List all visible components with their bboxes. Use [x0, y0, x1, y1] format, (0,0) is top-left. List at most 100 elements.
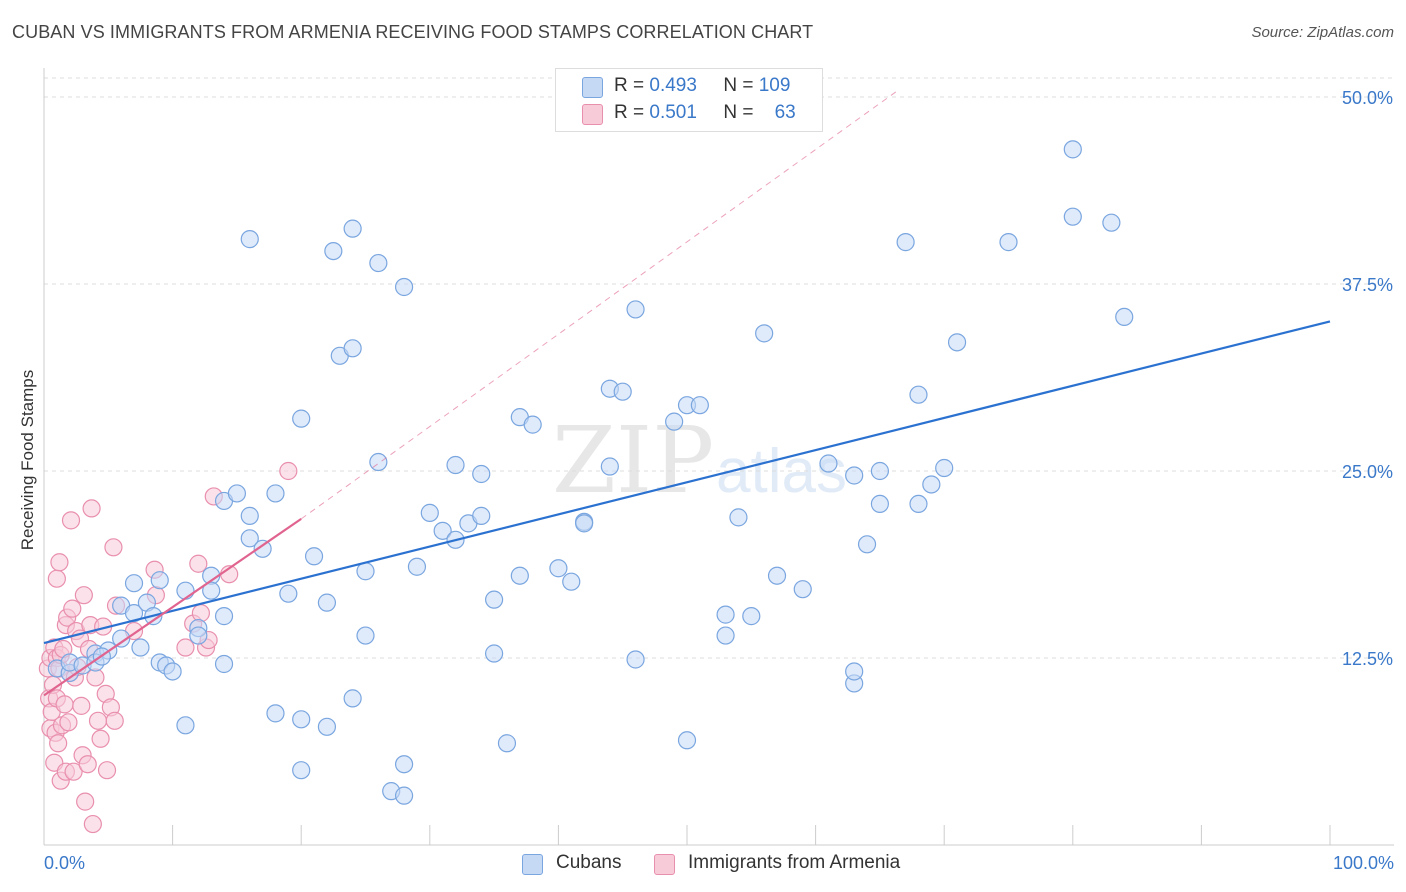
cubans-point: [369, 253, 388, 273]
cubans-point: [240, 230, 259, 249]
cubans-point: [870, 494, 890, 514]
cubans-point: [420, 503, 439, 522]
cubans-point: [176, 581, 195, 600]
cubans-point: [755, 324, 774, 343]
legend-r-label: R =: [614, 75, 645, 96]
cubans-point: [356, 562, 375, 581]
cubans-point: [394, 277, 414, 297]
cubans-point: [845, 662, 864, 681]
cubans-point: [343, 339, 362, 358]
source-label: Source: ZipAtlas.com: [1251, 24, 1394, 41]
cubans-point: [227, 484, 246, 503]
armenia-point: [88, 711, 108, 730]
cubans-point: [485, 644, 504, 663]
y-axis-label: Receiving Food Stamps: [18, 369, 37, 551]
chart-title: CUBAN VS IMMIGRANTS FROM ARMENIA RECEIVI…: [12, 22, 814, 42]
cubans-point: [304, 547, 324, 566]
cubans-point: [279, 584, 298, 603]
cubans-point: [549, 559, 568, 578]
cubans-point: [562, 572, 581, 591]
cubans-point: [324, 241, 343, 261]
cubans-point: [394, 755, 414, 774]
cubans-point: [202, 581, 221, 600]
cubans-point: [626, 300, 645, 319]
armenia-point: [61, 511, 81, 530]
cubans-point: [446, 455, 465, 475]
cubans-point: [729, 508, 748, 527]
armenia-point: [74, 586, 93, 605]
cubans-point: [716, 605, 735, 624]
armenia-point: [279, 461, 298, 481]
y-tick-label: 37.5%: [1342, 275, 1393, 295]
cubans-points: [47, 140, 1134, 805]
cubans-point: [150, 571, 169, 590]
armenia-point: [82, 499, 101, 518]
armenia-point: [64, 762, 83, 781]
cubans-point: [240, 506, 259, 525]
legend-n-label: N =: [723, 102, 754, 123]
cubans-point: [819, 454, 838, 473]
bottom-legend-label: Immigrants from Armenia: [688, 852, 901, 873]
legend-r-label: R =: [614, 102, 645, 123]
cubans-point: [214, 654, 234, 674]
cubans-point: [1063, 140, 1082, 159]
zip-atlas-watermark: ZIP atlas: [552, 407, 847, 514]
cubans-point: [857, 535, 877, 554]
armenia-point: [72, 696, 91, 715]
cubans-point: [343, 219, 362, 238]
y-tick-label: 50.0%: [1342, 88, 1393, 108]
bottom-legend-swatch-blue: [522, 854, 543, 875]
cubans-point: [600, 457, 619, 476]
cubans-point: [253, 539, 272, 558]
cubans-point: [613, 382, 632, 401]
cubans-point: [1063, 207, 1082, 226]
cubans-point: [896, 233, 915, 252]
cubans-point: [1115, 307, 1134, 327]
trend-lines: [43, 89, 1331, 697]
cubans-point: [131, 638, 150, 657]
cubans-point: [690, 396, 709, 415]
cubans-point: [485, 590, 504, 609]
cubans-point: [266, 484, 285, 503]
cubans-point: [317, 593, 337, 612]
cubans-point: [716, 626, 735, 645]
cubans-point: [575, 514, 594, 533]
y-tick-label: 25.0%: [1342, 462, 1393, 482]
armenia-point: [50, 553, 69, 572]
x-axis-ticks: [43, 825, 1331, 845]
armenia-point: [105, 711, 124, 730]
cubans-point: [292, 710, 311, 729]
bottom-legend-swatch-pink: [654, 854, 675, 875]
cubans-point: [1102, 213, 1121, 232]
armenia-point: [78, 755, 97, 774]
cubans-point: [497, 734, 517, 753]
cubans-point: [909, 385, 928, 404]
armenia-point: [76, 792, 95, 811]
cubans-point: [214, 607, 234, 626]
armenia-point: [97, 761, 117, 780]
cubans-point: [472, 464, 491, 484]
armenia-point: [47, 569, 66, 588]
armenia-trend-line: [43, 517, 302, 697]
cubans-trend-line: [43, 320, 1331, 645]
cubans-point: [909, 494, 928, 514]
cubans-point: [999, 233, 1018, 252]
cubans-point: [523, 415, 542, 434]
armenia-point: [49, 734, 68, 753]
legend-swatch-pink: [582, 104, 603, 125]
cubans-point: [266, 704, 285, 723]
cubans-point: [394, 786, 414, 805]
armenia-point: [59, 713, 78, 732]
y-tick-label: 12.5%: [1342, 649, 1393, 669]
cubans-point: [677, 731, 697, 750]
armenia-trend-extension: [300, 89, 900, 520]
cubans-point: [369, 452, 388, 472]
legend-n-value: 109: [758, 75, 791, 96]
cubans-point: [356, 626, 375, 645]
armenia-point: [189, 554, 208, 573]
armenia-point: [176, 638, 195, 657]
cubans-point: [472, 506, 491, 525]
armenia-point: [91, 729, 110, 748]
legend-r-value: 0.493: [649, 75, 697, 96]
